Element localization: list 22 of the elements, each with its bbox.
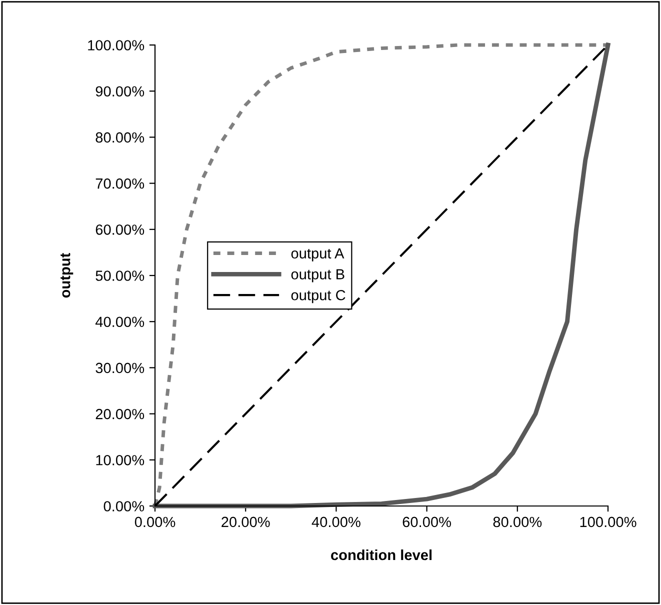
y-tick-label: 60.00% — [96, 224, 144, 235]
x-tick-label: 0.00% — [134, 516, 176, 528]
legend-label: output C — [291, 290, 346, 304]
y-tick-label: 20.00% — [96, 408, 144, 420]
x-tick-label: 80.00% — [493, 516, 542, 528]
y-tick-label: 100.00% — [88, 40, 144, 50]
x-tick-label: 100.00% — [580, 516, 636, 528]
y-tick-label: 80.00% — [96, 132, 144, 143]
x-tick-label: 40.00% — [312, 516, 360, 528]
y-tick-label: 10.00% — [96, 455, 144, 466]
y-tick-label: 90.00% — [96, 86, 144, 97]
y-tick-label: 50.00% — [96, 270, 144, 281]
y-axis-title: output — [60, 253, 74, 298]
legend-label: output A — [291, 248, 344, 262]
y-tick-label: 30.00% — [96, 362, 144, 374]
legend-label: output B — [291, 269, 344, 282]
y-tick-label: 40.00% — [95, 316, 144, 328]
y-tick-label: 0.00% — [104, 501, 144, 512]
x-tick-label: 20.00% — [222, 516, 270, 528]
x-axis-title: condition level — [331, 549, 432, 560]
x-tick-label: 60.00% — [402, 516, 452, 528]
y-tick-label: 70.00% — [96, 178, 144, 189]
